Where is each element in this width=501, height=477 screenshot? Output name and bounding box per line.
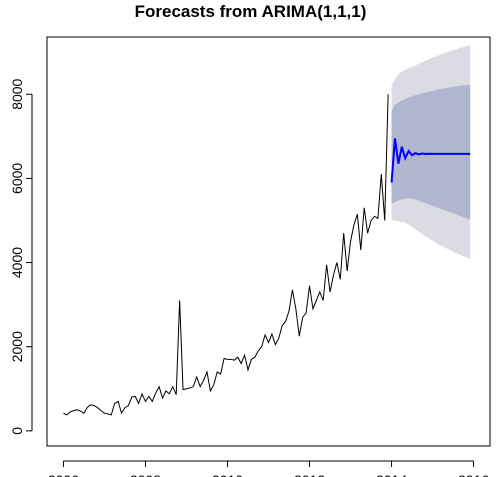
- history-line: [63, 94, 389, 416]
- y-tick-label: 2000: [9, 331, 25, 362]
- x-tick-label: 2012: [294, 472, 325, 477]
- y-tick-label: 6000: [9, 163, 25, 194]
- x-tick-label: 2006: [48, 472, 79, 477]
- y-tick-label: 4000: [9, 247, 25, 278]
- axes: 2006 2008 2010 2012 2014 2016 0 2000 4000 6000 800…: [9, 78, 489, 477]
- x-tick-label: 2008: [130, 472, 161, 477]
- forecast-intervals: [391, 45, 471, 260]
- x-tick-label: 2014: [376, 472, 407, 477]
- plot-frame: [46, 36, 491, 447]
- x-tick-label: 2016: [458, 472, 489, 477]
- x-tick-label: 2010: [212, 472, 243, 477]
- y-tick-label: 8000: [9, 78, 25, 109]
- chart-title: Forecasts from ARIMA(1,1,1): [134, 2, 367, 21]
- series-lines: [63, 94, 471, 416]
- interval-band-inner: [391, 84, 471, 220]
- y-tick-label: 0: [9, 427, 25, 435]
- forecast-line: [390, 138, 471, 183]
